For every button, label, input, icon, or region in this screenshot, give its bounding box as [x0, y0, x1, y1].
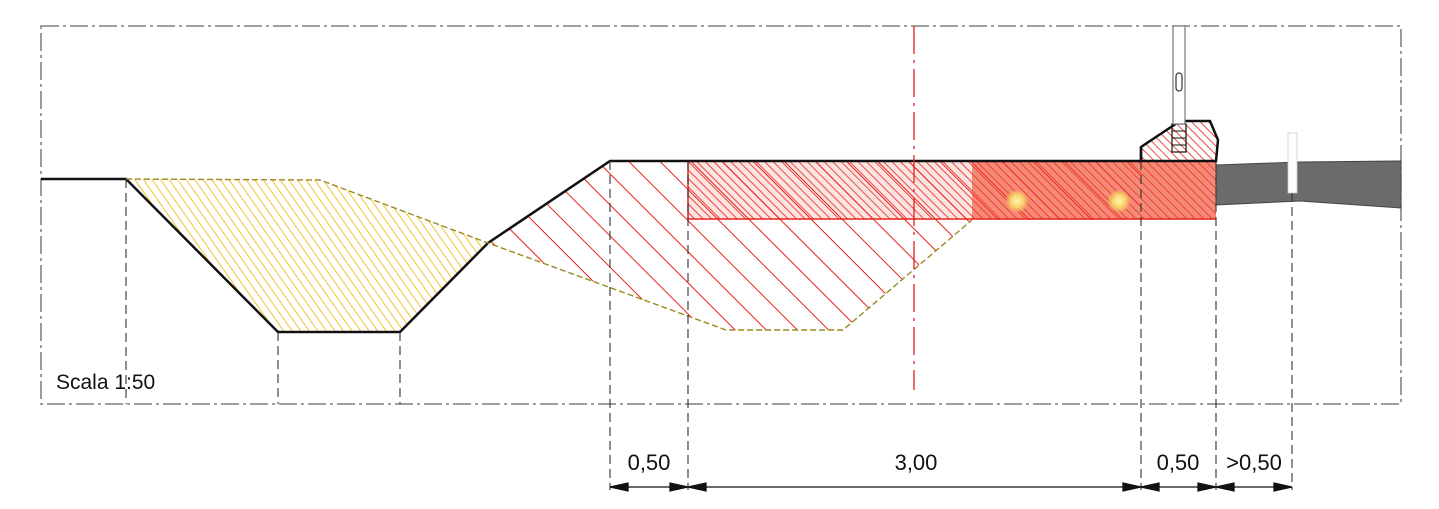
pipe-circle-2: [1108, 190, 1130, 212]
delineator-post: [1287, 132, 1298, 194]
dimension-label-curb: 0,50: [1157, 450, 1200, 475]
reference-lines: [125, 161, 1293, 490]
ground-profile: [41, 147, 1143, 334]
guardrail-post: [1172, 25, 1186, 125]
guardrail-slot: [1175, 72, 1183, 92]
edge-layer-red: [972, 161, 1216, 219]
dimension-label-margin: >0,50: [1226, 450, 1282, 475]
existing-road: [1215, 160, 1402, 209]
ditch-fill-yellow: [126, 179, 488, 332]
curb: [1139, 119, 1220, 163]
dimension-line: [609, 482, 1293, 492]
dimension-label-lane: 3,00: [895, 450, 938, 475]
scale-label: Scala 1:50: [56, 371, 155, 394]
drawing-frame: [40, 25, 1402, 405]
pipe-circle-1: [1006, 190, 1028, 212]
existing-ground-dashed: [125, 178, 973, 331]
dimension-label-shoulder: 0,50: [628, 450, 671, 475]
